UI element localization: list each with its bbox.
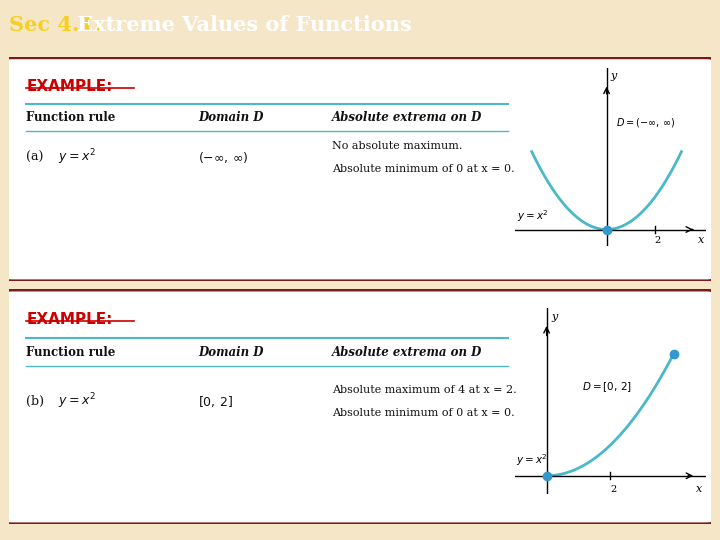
Text: Absolute maximum of 4 at x = 2.: Absolute maximum of 4 at x = 2. (332, 385, 516, 395)
Text: 2: 2 (654, 236, 660, 245)
Text: Extreme Values of Functions: Extreme Values of Functions (70, 15, 412, 35)
Text: $(-\infty,\, \infty)$: $(-\infty,\, \infty)$ (199, 150, 249, 165)
Text: y: y (551, 312, 557, 322)
Text: Absolute minimum of 0 at x = 0.: Absolute minimum of 0 at x = 0. (332, 408, 515, 418)
Text: Function rule: Function rule (26, 111, 116, 124)
Text: Absolute extrema on D: Absolute extrema on D (332, 111, 482, 124)
Text: No absolute maximum.: No absolute maximum. (332, 141, 462, 151)
Text: Absolute extrema on D: Absolute extrema on D (332, 346, 482, 359)
Text: Absolute minimum of 0 at x = 0.: Absolute minimum of 0 at x = 0. (332, 164, 515, 174)
Text: (b): (b) (26, 395, 44, 408)
Text: Sec 4.1:: Sec 4.1: (9, 15, 102, 35)
Text: $y = x^2$: $y = x^2$ (58, 148, 96, 167)
Text: y: y (611, 71, 617, 81)
Text: $y = x^2$: $y = x^2$ (516, 452, 548, 468)
Text: Domain D: Domain D (199, 346, 264, 359)
FancyBboxPatch shape (5, 58, 714, 281)
Text: EXAMPLE:: EXAMPLE: (26, 312, 112, 327)
Text: Domain D: Domain D (199, 111, 264, 124)
Text: $[0,\, 2]$: $[0,\, 2]$ (199, 394, 233, 409)
Text: $D = [0,\, 2]$: $D = [0,\, 2]$ (582, 380, 631, 394)
Text: Function rule: Function rule (26, 346, 116, 359)
Text: (a): (a) (26, 151, 44, 164)
Text: $D = (-\infty,\, \infty)$: $D = (-\infty,\, \infty)$ (616, 116, 675, 129)
Text: 2: 2 (611, 485, 616, 494)
Text: $y = x^2$: $y = x^2$ (517, 208, 549, 224)
Text: x: x (696, 484, 703, 494)
Text: EXAMPLE:: EXAMPLE: (26, 79, 112, 94)
FancyBboxPatch shape (5, 290, 714, 524)
Text: $y = x^2$: $y = x^2$ (58, 392, 96, 411)
Text: x: x (698, 235, 704, 245)
